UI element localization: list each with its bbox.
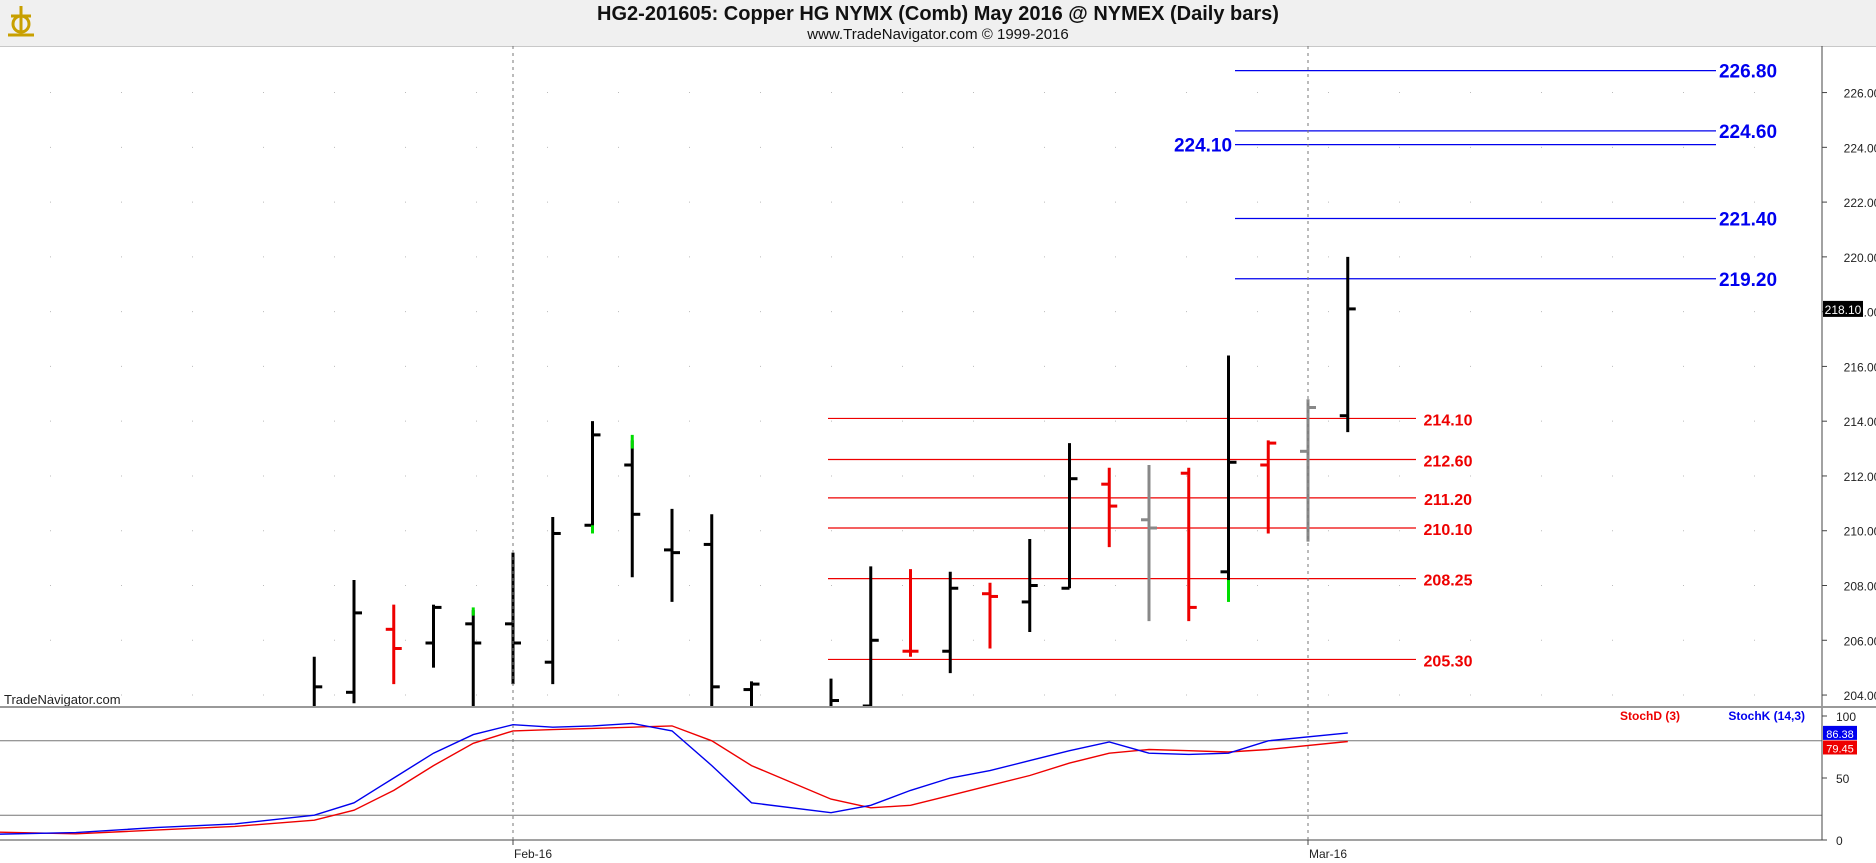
stoch-k-value: 86.38 xyxy=(1826,729,1854,741)
ohlc-bar xyxy=(703,514,720,706)
y-tick-label: 216.00 xyxy=(1844,360,1876,374)
ohlc-bar xyxy=(624,440,641,578)
ohlc-bar xyxy=(312,656,323,706)
ohlc-bar xyxy=(1061,443,1078,590)
x-tick-label: Mar-16 xyxy=(1309,847,1347,861)
ohlc-bar xyxy=(862,566,879,706)
price-panel: 204.00 206.00 208.00 210.00 212.00 214.00 216.… xyxy=(50,62,1876,706)
ohlc-bar xyxy=(544,517,561,685)
title-bar: HG2-201605: Copper HG NYMX (Comb) May 20… xyxy=(0,0,1876,47)
support-label: 214.10 xyxy=(1424,412,1473,429)
stochastic-panel: 100 50 0 StochD (3) StochK (14,3) 86.38 79.45 xyxy=(0,709,1857,848)
y-tick-label: 220.00 xyxy=(1844,251,1876,265)
ohlc-bar xyxy=(1339,256,1356,433)
x-tick-label: Feb-16 xyxy=(514,847,552,861)
y-tick-label: 214.00 xyxy=(1844,415,1876,429)
support-label: 211.20 xyxy=(1424,492,1472,509)
stoch-k-line xyxy=(0,722,1348,835)
stoch-tick-label: 50 xyxy=(1836,772,1850,786)
ohlc-bar xyxy=(1220,355,1237,597)
ohlc-bar xyxy=(584,421,601,531)
y-tick-label: 212.00 xyxy=(1844,470,1876,484)
y-tick-label: 210.00 xyxy=(1844,525,1876,539)
resistance-label: 219.20 xyxy=(1719,270,1777,291)
watermark: TradeNavigator.com xyxy=(4,692,121,707)
y-tick-label: 208.00 xyxy=(1844,580,1876,594)
stoch-k-tag xyxy=(1823,725,1857,740)
price-grid xyxy=(50,92,1822,696)
ohlc-bar xyxy=(664,508,680,602)
ohlc-bars xyxy=(312,256,1356,706)
chart-subtitle: www.TradeNavigator.com © 1999-2016 xyxy=(807,26,1069,43)
ohlc-bar xyxy=(346,580,362,704)
ohlc-bar xyxy=(1260,440,1277,534)
last-price-tag xyxy=(1823,300,1863,317)
stoch-tick-label: 100 xyxy=(1836,710,1856,724)
y-tick-label: 222.00 xyxy=(1844,196,1876,210)
ohlc-bar xyxy=(425,604,442,668)
ohlc-bar xyxy=(1101,467,1118,548)
stoch-d-value: 79.45 xyxy=(1826,743,1854,755)
support-label: 208.25 xyxy=(1424,573,1473,590)
legend-stoch-k: StochK (14,3) xyxy=(1728,709,1805,723)
levels: 226.80 224.60 224.10 221.40 219.20 214.10 212.… xyxy=(828,62,1777,670)
stoch-d-tag xyxy=(1823,740,1857,755)
y-tick-label: 204.00 xyxy=(1844,689,1876,703)
ohlc-bar xyxy=(1141,465,1157,622)
legend-stoch-d: StochD (3) xyxy=(1620,709,1680,723)
chart-title: HG2-201605: Copper HG NYMX (Comb) May 20… xyxy=(597,3,1279,25)
ohlc-bar xyxy=(1180,467,1197,622)
tradenavigator-logo-icon xyxy=(5,3,37,39)
ohlc-bar xyxy=(829,678,839,706)
support-label: 212.60 xyxy=(1424,454,1473,471)
support-label: 210.10 xyxy=(1424,522,1473,539)
ohlc-bar xyxy=(465,610,482,706)
stoch-tick-label: 0 xyxy=(1836,834,1843,848)
ohlc-bar xyxy=(743,681,760,706)
resistance-label: 224.10 xyxy=(1174,136,1232,157)
ohlc-bar xyxy=(385,604,402,685)
resistance-label: 226.80 xyxy=(1719,62,1777,83)
resistance-label: 224.60 xyxy=(1719,122,1777,143)
y-tick-label: 226.00 xyxy=(1844,87,1876,101)
ohlc-bar xyxy=(1300,399,1316,542)
ohlc-bar xyxy=(1021,538,1038,633)
ohlc-bar xyxy=(982,582,998,649)
y-tick-label: 224.00 xyxy=(1844,141,1876,155)
ohlc-bar xyxy=(942,571,959,674)
stoch-d-line xyxy=(0,725,1348,835)
last-price-label: 218.10 xyxy=(1825,303,1862,317)
ohlc-bar xyxy=(902,569,919,657)
resistance-label: 221.40 xyxy=(1719,210,1777,231)
support-label: 205.30 xyxy=(1424,653,1473,670)
y-tick-label: 206.00 xyxy=(1844,634,1876,648)
